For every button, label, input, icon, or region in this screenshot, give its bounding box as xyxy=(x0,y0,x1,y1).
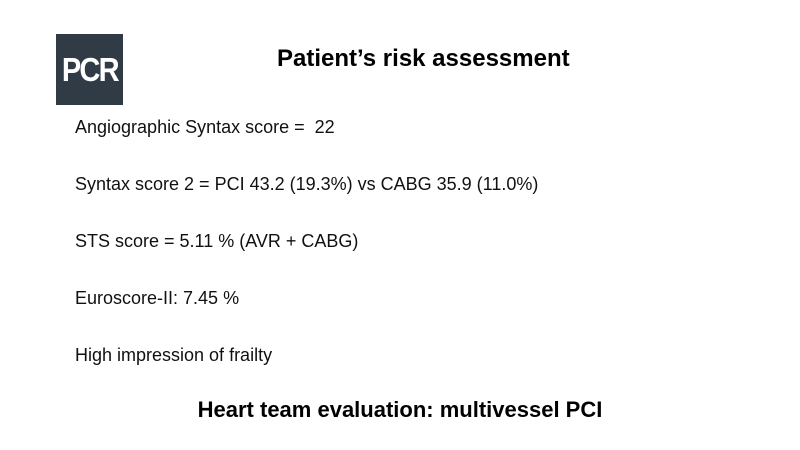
syntax-score-2-line: Syntax score 2 = PCI 43.2 (19.3%) vs CAB… xyxy=(75,174,539,194)
sts-score-line: STS score = 5.11 % (AVR + CABG) xyxy=(75,231,359,251)
angiographic-syntax-score-line: Angiographic Syntax score = 22 xyxy=(75,117,335,137)
pcr-logo: PCR xyxy=(56,34,123,105)
euroscore-line: Euroscore-II: 7.45 % xyxy=(75,288,240,308)
pcr-logo-text: PCR xyxy=(61,51,119,88)
frailty-line: High impression of frailty xyxy=(75,345,273,365)
slide-title: Patient’s risk assessment xyxy=(277,45,570,72)
heart-team-evaluation-line: Heart team evaluation: multivessel PCI xyxy=(197,397,603,422)
